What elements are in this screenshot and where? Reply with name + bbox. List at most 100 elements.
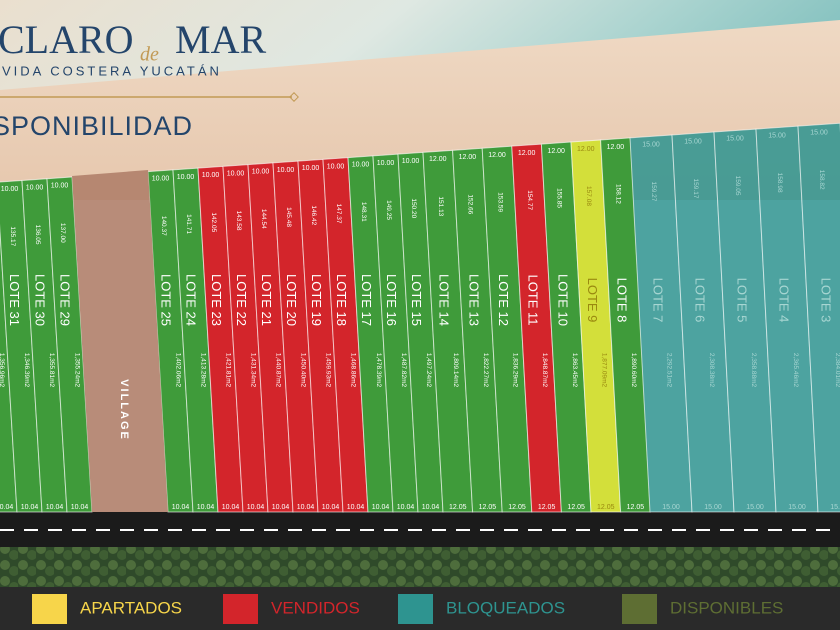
lot-area: 1,848.87m2 bbox=[541, 353, 548, 388]
lot-depth: 143.58 bbox=[235, 211, 242, 231]
lot-area: 2,365.46m2 bbox=[792, 353, 799, 388]
lot-depth: 151.13 bbox=[437, 196, 444, 216]
lot-label: LOTE 19 bbox=[309, 274, 324, 326]
lot-depth: 153.59 bbox=[496, 192, 503, 212]
lot-front: 10.00 bbox=[51, 183, 69, 190]
lot-back: 10.04 bbox=[71, 504, 89, 511]
village: VILLAGE bbox=[72, 170, 168, 512]
lot-front: 10.00 bbox=[352, 162, 370, 169]
lot-back: 15.00 bbox=[788, 504, 806, 511]
lot-depth: 158.82 bbox=[818, 170, 825, 190]
lot-back: 10.04 bbox=[322, 504, 340, 511]
legend-swatch bbox=[398, 594, 433, 624]
lot-depth: 144.54 bbox=[260, 209, 267, 229]
lot-depth: 147.37 bbox=[335, 204, 342, 224]
lot-area: 1,413.28m2 bbox=[200, 353, 207, 388]
lot-label: LOTE 8 bbox=[615, 278, 630, 323]
lot-area: 1,877.09m2 bbox=[600, 353, 607, 388]
lot-label: LOTE 14 bbox=[437, 274, 452, 326]
lot-area: 1,822.27m2 bbox=[482, 353, 489, 388]
lot-area: 1,355.81m2 bbox=[48, 353, 55, 388]
lot-area: 1,468.86m2 bbox=[350, 353, 357, 388]
lot-front: 12.00 bbox=[518, 150, 536, 157]
lot-area: 1,346.39m2 bbox=[23, 353, 30, 388]
lot-area: 2,358.88m2 bbox=[750, 353, 757, 388]
village-area bbox=[72, 170, 168, 512]
divider-ornament bbox=[289, 92, 299, 102]
lot-area: 1,863.45m2 bbox=[571, 353, 578, 388]
lot-back: 10.04 bbox=[172, 504, 190, 511]
lot-back: 12.05 bbox=[508, 504, 526, 511]
legend-swatch bbox=[32, 594, 67, 624]
lot-area: 1,402.06m2 bbox=[174, 353, 181, 388]
lot-back: 10.04 bbox=[397, 504, 415, 511]
lot-front: 12.00 bbox=[459, 154, 477, 161]
lot-front: 10.00 bbox=[252, 169, 270, 176]
legend-label: BLOQUEADOS bbox=[446, 598, 565, 617]
lot-front: 10.00 bbox=[302, 165, 320, 172]
lot-depth: 157.08 bbox=[585, 186, 592, 206]
brand-tagline: VIDA COSTERA YUCATÁN bbox=[2, 63, 222, 78]
lot-depth: 159.17 bbox=[692, 179, 699, 199]
lot-area: 1,487.82m2 bbox=[400, 353, 407, 388]
lot-front: 10.00 bbox=[327, 163, 345, 170]
lot-depth: 135.17 bbox=[9, 226, 16, 246]
lot-label: LOTE 16 bbox=[384, 274, 399, 326]
lot-label: LOTE 9 bbox=[585, 278, 600, 323]
lot-depth: 136.05 bbox=[34, 225, 41, 245]
lot-back: 10.04 bbox=[247, 504, 265, 511]
lot-label: LOTE 12 bbox=[496, 274, 511, 326]
legend: APARTADOS VENDIDOS BLOQUEADOS DISPONIBLES bbox=[32, 594, 783, 624]
lot-front: 15.00 bbox=[810, 130, 828, 137]
lot-area: 1,809.14m2 bbox=[452, 353, 459, 388]
lot-back: 15.00 bbox=[704, 504, 722, 511]
brand-name: CLARO bbox=[0, 17, 134, 62]
lot-depth: 159.27 bbox=[650, 181, 657, 201]
lot-back: 10.04 bbox=[297, 504, 315, 511]
lot-area: 2,292.51m2 bbox=[666, 353, 673, 388]
lot-area: 1,355.24m2 bbox=[73, 353, 80, 388]
lot-back: 10.04 bbox=[0, 504, 13, 511]
lot-back: 12.05 bbox=[449, 504, 467, 511]
lot-label: LOTE 15 bbox=[409, 274, 424, 326]
lot-front: 10.00 bbox=[152, 176, 170, 183]
brand-name-right: MAR bbox=[175, 17, 266, 62]
lot-depth: 155.85 bbox=[555, 188, 562, 208]
lot-label: LOTE 20 bbox=[284, 274, 299, 326]
lot-depth: 140.37 bbox=[160, 216, 167, 236]
lot-back: 10.04 bbox=[422, 504, 440, 511]
lot-label: LOTE 11 bbox=[526, 274, 541, 325]
lot[interactable] bbox=[797, 122, 840, 513]
lot-label: LOTE 10 bbox=[555, 274, 570, 326]
lot-front: 15.00 bbox=[642, 141, 660, 148]
lot-front: 10.00 bbox=[1, 186, 19, 193]
lot-area: 1,356.96m2 bbox=[0, 353, 5, 388]
legend-label: VENDIDOS bbox=[271, 598, 360, 617]
legend-label: DISPONIBLES bbox=[670, 598, 783, 617]
lot-front: 10.00 bbox=[277, 167, 295, 174]
lot-front: 12.00 bbox=[607, 144, 625, 151]
lot-front: 12.00 bbox=[577, 146, 595, 153]
village-label: VILLAGE bbox=[118, 379, 130, 441]
lot-front: 15.00 bbox=[768, 132, 786, 139]
lot-area: 1,497.24m2 bbox=[425, 353, 432, 388]
lot-label: LOTE 30 bbox=[32, 274, 47, 326]
lot-back: 10.04 bbox=[21, 504, 39, 511]
brand-name-mid: de bbox=[140, 44, 159, 66]
lot-back: 10.04 bbox=[272, 504, 290, 511]
lot-front: 15.00 bbox=[684, 138, 702, 145]
lot-back: 10.04 bbox=[222, 504, 240, 511]
lot-area: 1,478.39m2 bbox=[375, 353, 382, 388]
lot-back: 12.05 bbox=[597, 504, 615, 511]
lot-area: 1,459.93m2 bbox=[325, 353, 332, 388]
lot-back: 10.04 bbox=[197, 504, 215, 511]
lot-label: LOTE 25 bbox=[159, 274, 174, 326]
lot-label: LOTE 3 bbox=[819, 278, 834, 323]
lot-label: LOTE 31 bbox=[7, 274, 22, 326]
lot-front: 12.00 bbox=[547, 148, 565, 155]
lot-area: 1,431.34m2 bbox=[250, 353, 257, 388]
lot-depth: 158.98 bbox=[776, 173, 783, 193]
